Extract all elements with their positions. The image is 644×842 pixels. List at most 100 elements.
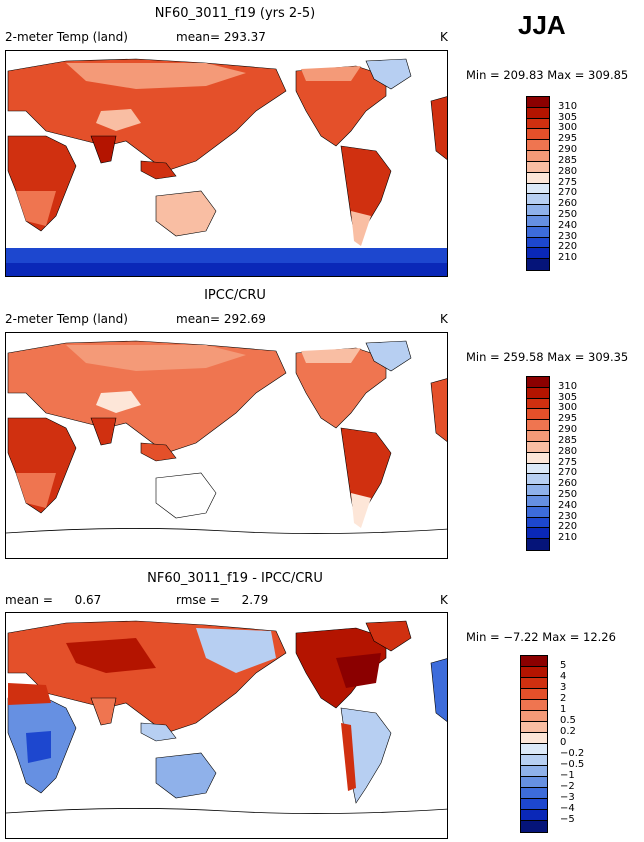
colorbar-tick-label: 1: [560, 704, 567, 715]
colorbar-swatch: [527, 463, 549, 475]
colorbar-swatch: [521, 821, 547, 832]
panel-2-region-eurasia: [7, 340, 287, 454]
panel-1-map-svg: [6, 58, 447, 276]
colorbar-tick-label: 210: [558, 532, 578, 544]
colorbar-tick-label: −2: [560, 781, 575, 792]
panel-3-title: NF60_3011_f19 - IPCC/CRU: [147, 571, 323, 586]
panel-3-region-iberia-edge: [430, 658, 447, 722]
panel-3-region-east-siberia: [196, 628, 276, 673]
panel-3-region-australia: [155, 752, 217, 799]
colorbar-swatch: [527, 194, 549, 206]
panel-2-region-southern-africa: [16, 473, 56, 508]
colorbar-tick-label: 230: [558, 510, 578, 522]
panel-1-map: [5, 50, 448, 277]
colorbar-tick-label: 260: [558, 478, 578, 490]
panel-3-colorbar: [520, 655, 548, 833]
panel-1-max-label: Max =: [547, 68, 585, 82]
panel-2-region-arctic-canada: [301, 348, 361, 363]
panel-1-colorbar-labels: 310 305 300 295 290 285 280 275 270 260 250 240 230 2…: [558, 96, 618, 271]
colorbar-swatch: [527, 506, 549, 518]
panel-1-region-maritime-asia: [140, 160, 177, 180]
panel-3-minmax: Min = −7.22 Max = 12.26: [466, 630, 616, 644]
colorbar-swatch: [521, 766, 547, 777]
panel-1-region-patagonia: [351, 211, 371, 246]
panel-3-region-greenland: [365, 620, 412, 652]
panel-3-rmse-value: 2.79: [241, 593, 269, 607]
colorbar-tick-label: 275: [558, 456, 578, 468]
colorbar-swatch: [527, 528, 549, 540]
colorbar-swatch: [527, 452, 549, 464]
panel-2-region-maritime-asia: [140, 442, 177, 462]
colorbar-tick-label: 4: [560, 671, 567, 682]
colorbar-swatch: [521, 689, 547, 700]
colorbar-tick-label: 285: [558, 434, 578, 446]
panel-3-units: K: [440, 593, 448, 607]
panel-1-max-value: 309.85: [588, 68, 629, 82]
colorbar-swatch: [521, 722, 547, 733]
colorbar-swatch: [521, 755, 547, 766]
colorbar-tick-label: 5: [560, 660, 567, 671]
colorbar-tick-label: 0: [560, 737, 567, 748]
panel-2-mean-label: mean=: [176, 312, 221, 326]
colorbar-swatch: [527, 97, 549, 108]
colorbar-swatch: [527, 183, 549, 195]
panel-2-min-value: 259.58: [503, 350, 544, 364]
panel-3-map-svg: [6, 620, 447, 814]
colorbar-tick-label: 210: [558, 252, 578, 264]
colorbar-swatch: [527, 398, 549, 410]
panel-3-region-maritime-asia: [140, 722, 177, 742]
colorbar-tick-label: 240: [558, 219, 578, 231]
colorbar-swatch: [527, 205, 549, 216]
season-label: JJA: [518, 10, 566, 40]
panel-3-mean-value: 0.67: [74, 593, 102, 607]
colorbar-tick-label: 220: [558, 521, 578, 533]
colorbar-swatch: [521, 667, 547, 678]
colorbar-swatch: [521, 700, 547, 711]
colorbar-tick-label: 305: [558, 111, 578, 123]
panel-2-title: IPCC/CRU: [204, 288, 266, 303]
panel-3-rmse: rmse = 2.79: [176, 593, 268, 607]
colorbar-swatch: [527, 474, 549, 486]
colorbar-swatch: [521, 777, 547, 788]
colorbar-tick-label: 230: [558, 230, 578, 242]
panel-3-region-east-us: [336, 653, 381, 688]
panel-2-region-australia: [155, 472, 217, 519]
panel-1-min-value: 209.83: [503, 68, 544, 82]
panel-2-units: K: [440, 312, 448, 326]
panel-2-colorbar-labels: 310 305 300 295 290 285 280 275 270 260 250 240 230 2…: [558, 376, 618, 551]
panel-2-min-label: Min =: [466, 350, 500, 364]
panel-2-region-siberia: [66, 345, 246, 371]
panel-1-region-siberia: [66, 63, 246, 89]
panel-2-region-antarctica-outline: [6, 528, 447, 534]
panel-3-colorbar-labels: 5 4 3 2 1 0.5 0.2 0 −0.2 −0.5 −1 −2 −3 −4 −5: [560, 655, 620, 833]
colorbar-tick-label: 295: [558, 413, 578, 425]
colorbar-tick-label: 240: [558, 499, 578, 511]
colorbar-tick-label: 220: [558, 241, 578, 253]
panel-1-region-southern-africa: [16, 191, 56, 226]
colorbar-swatch: [527, 226, 549, 238]
colorbar-tick-label: 290: [558, 424, 578, 436]
panel-1-region-greenland: [365, 58, 412, 90]
colorbar-swatch: [527, 107, 549, 119]
panel-1-region-tibet: [96, 109, 141, 131]
panel-1-region-eurasia: [7, 58, 287, 172]
panel-2-region-tibet: [96, 391, 141, 413]
colorbar-tick-label: −1: [560, 770, 575, 781]
panel-2-region-greenland: [365, 340, 412, 372]
colorbar-swatch: [527, 387, 549, 399]
colorbar-swatch: [527, 431, 549, 442]
panel-1-colorbar: [526, 96, 550, 271]
colorbar-swatch: [527, 172, 549, 184]
colorbar-swatch: [527, 495, 549, 507]
colorbar-tick-label: 260: [558, 198, 578, 210]
panel-3-max-label: Max =: [542, 630, 580, 644]
colorbar-swatch: [527, 377, 549, 388]
panel-1-region-australia: [155, 190, 217, 237]
colorbar-swatch: [521, 711, 547, 722]
panel-1-units: K: [440, 30, 448, 44]
colorbar-tick-label: 290: [558, 144, 578, 156]
panel-2-max-value: 309.35: [588, 350, 629, 364]
colorbar-swatch: [521, 799, 547, 810]
colorbar-swatch: [521, 788, 547, 799]
panel-2-map-svg: [6, 340, 447, 534]
